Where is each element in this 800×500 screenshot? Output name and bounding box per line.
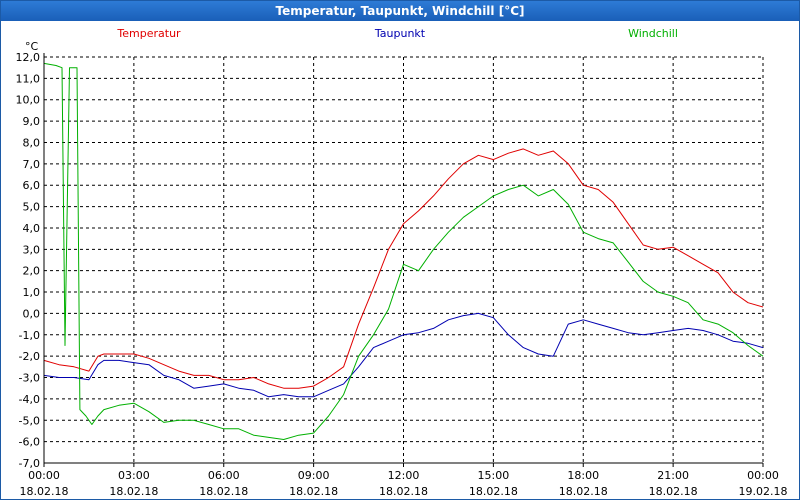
y-tick-label: 8,0 bbox=[23, 136, 41, 149]
x-tick-date: 18.02.18 bbox=[109, 485, 158, 498]
x-tick-date: 18.02.18 bbox=[379, 485, 428, 498]
x-tick-date: 18.02.18 bbox=[469, 485, 518, 498]
x-tick-time: 09:00 bbox=[298, 469, 330, 482]
y-tick-label: -7,0 bbox=[19, 457, 40, 470]
chart-title: Temperatur, Taupunkt, Windchill [°C] bbox=[1, 1, 799, 21]
y-tick-label: -2,0 bbox=[19, 350, 40, 363]
x-tick-date: 18.02.18 bbox=[559, 485, 608, 498]
series-line-windchill bbox=[43, 62, 764, 440]
y-tick-label: -1,0 bbox=[19, 329, 40, 342]
y-tick-label: 1,0 bbox=[23, 286, 41, 299]
x-tick-date: 18.02.18 bbox=[649, 485, 698, 498]
y-tick-label: -6,0 bbox=[19, 436, 40, 449]
y-tick-label: 10,0 bbox=[16, 94, 41, 107]
x-tick-date: 19.02.18 bbox=[739, 485, 788, 498]
y-tick-label: 5,0 bbox=[23, 201, 41, 214]
y-tick-label: 3,0 bbox=[23, 243, 41, 256]
y-tick-label: 4,0 bbox=[23, 222, 41, 235]
y-tick-label: 12,0 bbox=[16, 51, 41, 64]
y-tick-label: 9,0 bbox=[23, 115, 41, 128]
legend-windchill: Windchill bbox=[628, 27, 678, 40]
y-tick-label: -4,0 bbox=[19, 393, 40, 406]
x-tick-time: 18:00 bbox=[567, 469, 599, 482]
x-tick-time: 15:00 bbox=[478, 469, 510, 482]
x-tick-time: 00:00 bbox=[747, 469, 779, 482]
series-line-temperatur bbox=[43, 148, 764, 389]
grid bbox=[44, 56, 764, 463]
x-tick-time: 00:00 bbox=[28, 469, 60, 482]
y-tick-label: 6,0 bbox=[23, 179, 41, 192]
y-tick-label: 7,0 bbox=[23, 158, 41, 171]
y-axis-unit-label: °C bbox=[25, 40, 39, 53]
x-tick-time: 06:00 bbox=[208, 469, 240, 482]
x-tick-time: 12:00 bbox=[388, 469, 420, 482]
axes: 12,0 11,0 10,0 9,0 8,0 7,0 6,0 5,0 4,0 3,0 2,0 1,0 0… bbox=[16, 27, 788, 498]
x-tick-time: 21:00 bbox=[657, 469, 689, 482]
x-tick-date: 18.02.18 bbox=[20, 485, 69, 498]
series-line-taupunkt bbox=[43, 312, 764, 398]
x-tick-date: 18.02.18 bbox=[289, 485, 338, 498]
x-tick-date: 18.02.18 bbox=[199, 485, 248, 498]
legend-temperatur: Temperatur bbox=[116, 27, 181, 40]
legend-taupunkt: Taupunkt bbox=[374, 27, 426, 40]
y-tick-label: 0,0 bbox=[23, 307, 41, 320]
y-tick-label: 11,0 bbox=[16, 72, 41, 85]
y-tick-label: 2,0 bbox=[23, 265, 41, 278]
y-tick-label: -5,0 bbox=[19, 414, 40, 427]
series-lines bbox=[43, 62, 764, 440]
y-tick-label: -3,0 bbox=[19, 372, 40, 385]
x-tick-time: 03:00 bbox=[118, 469, 150, 482]
